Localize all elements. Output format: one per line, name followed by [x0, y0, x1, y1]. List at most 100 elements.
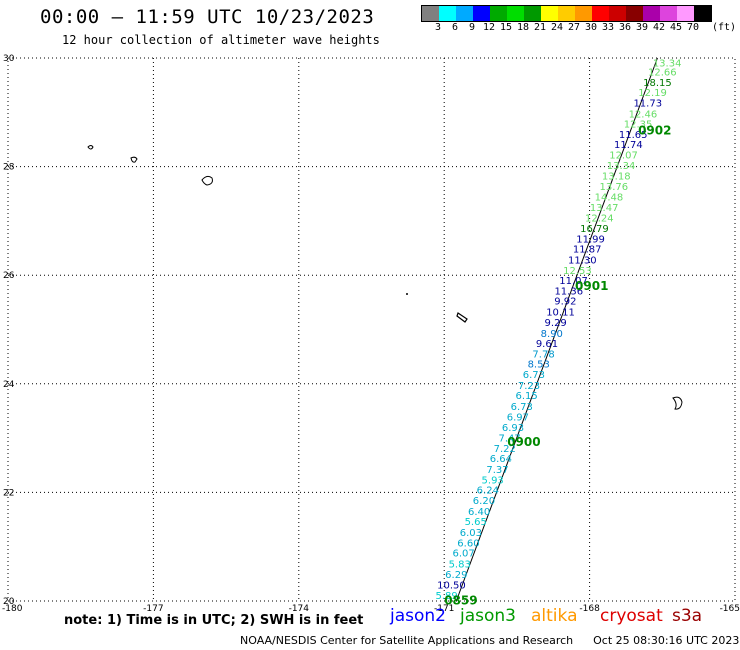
legend-label: 24: [550, 22, 564, 33]
satellite-name: cryosat: [600, 606, 663, 626]
legend-swatch: [643, 6, 660, 21]
wave-height-value: 7.78: [532, 349, 554, 360]
wave-height-value: 6.93: [502, 423, 524, 434]
wave-height-value: 11.07: [559, 276, 588, 287]
wave-height-value: 5.65: [465, 517, 487, 528]
page-subtitle: 12 hour collection of altimeter wave hei…: [62, 33, 380, 47]
legend-label: 6: [451, 22, 459, 33]
satellite-name: jason3: [460, 606, 516, 626]
wave-height-value: 13.47: [590, 203, 619, 214]
wave-height-value: 9.92: [554, 297, 576, 308]
wave-height-value: 11.74: [614, 140, 643, 151]
wave-height-value: 12.66: [648, 68, 677, 79]
wave-height-value: 14.48: [595, 192, 624, 203]
legend-label: 30: [584, 22, 598, 33]
legend-swatch: [456, 6, 473, 21]
wave-height-value: 6.03: [460, 528, 482, 539]
y-tick-label: 20: [3, 597, 15, 607]
wave-height-value: 11.36: [554, 286, 583, 297]
x-tick-label: -171: [434, 604, 454, 614]
wave-height-value: 13.34: [607, 161, 636, 172]
wave-height-value: 8.90: [541, 329, 563, 340]
legend-label: 21: [533, 22, 547, 33]
wave-height-value: 6.15: [515, 391, 537, 402]
wave-height-value: 6.73: [523, 370, 545, 381]
x-tick-label: -180: [2, 604, 23, 614]
wave-height-value: 8.53: [528, 360, 550, 371]
legend-label: 70: [686, 22, 700, 33]
wave-height-value: 10.50: [437, 581, 466, 592]
island-outline: [201, 175, 213, 186]
wave-height-value: 18.15: [643, 78, 672, 89]
wave-height-value: 12.24: [585, 214, 614, 225]
wave-height-value: 10.11: [546, 308, 575, 319]
note-text: note: 1) Time is in UTC; 2) SWH is in fe…: [64, 613, 364, 628]
time-label: 0902: [638, 124, 671, 138]
island-dot: [406, 293, 408, 295]
legend-unit: (ft): [711, 22, 737, 33]
time-label: 0900: [507, 435, 540, 449]
island-outline: [87, 145, 94, 150]
wave-height-value: 6.24: [477, 486, 499, 497]
legend-swatch: [592, 6, 609, 21]
legend-swatch: [626, 6, 643, 21]
legend-label: 36: [618, 22, 632, 33]
wave-height-value: 11.65: [619, 130, 648, 141]
wave-height-value: 6.29: [445, 570, 467, 581]
legend-swatch: [490, 6, 507, 21]
legend-label: 15: [499, 22, 513, 33]
wave-height-value: 16.79: [580, 224, 609, 235]
wave-height-value: 12.53: [563, 266, 592, 277]
wave-height-value: 11.87: [573, 245, 602, 256]
wave-height-value: 6.97: [507, 412, 529, 423]
legend-label: 33: [601, 22, 615, 33]
wave-height-value: 6.07: [452, 549, 474, 560]
wave-height-value: 7.37: [486, 465, 508, 476]
wave-height-value: 13.18: [602, 171, 631, 182]
legend-label: 9: [468, 22, 476, 33]
wave-height-value: 9.61: [536, 339, 558, 350]
wave-height-value: 12.07: [609, 151, 638, 162]
legend-swatch: [609, 6, 626, 21]
legend-label: 39: [635, 22, 649, 33]
legend-swatch: [677, 6, 694, 21]
time-label: 0859: [444, 593, 477, 607]
island-outline: [456, 312, 468, 323]
color-legend: [421, 5, 712, 22]
legend-swatch: [439, 6, 456, 21]
wave-height-value: 11.99: [576, 234, 605, 245]
legend-label: 18: [516, 22, 530, 33]
legend-swatch: [507, 6, 524, 21]
y-tick-label: 26: [3, 271, 15, 281]
wave-height-value: 6.73: [511, 402, 533, 413]
legend-label: 45: [669, 22, 683, 33]
island-outline: [672, 396, 683, 410]
legend-swatch: [694, 6, 711, 21]
x-tick-label: -177: [143, 604, 163, 614]
y-tick-label: 28: [3, 163, 15, 173]
wave-height-value: 13.76: [600, 182, 629, 193]
wave-height-value: 6.20: [473, 496, 495, 507]
y-tick-label: 22: [3, 488, 14, 498]
satellite-name: s3a: [672, 606, 703, 626]
legend-swatch: [473, 6, 490, 21]
satellite-name: altika: [531, 606, 578, 626]
legend-label: 42: [652, 22, 666, 33]
legend-swatch: [660, 6, 677, 21]
footer: NOAA/NESDIS Center for Satellite Applica…: [240, 634, 739, 647]
legend-swatch: [422, 6, 439, 21]
wave-height-value: 7.23: [518, 381, 540, 392]
legend-swatch: [524, 6, 541, 21]
wave-height-value: 5.93: [482, 475, 504, 486]
y-tick-label: 30: [3, 54, 15, 64]
wave-height-value: 11.73: [633, 99, 662, 110]
legend-label: 27: [567, 22, 581, 33]
legend-label: 12: [482, 22, 496, 33]
wave-height-value: 13.34: [653, 58, 682, 69]
y-tick-label: 24: [3, 380, 15, 390]
footer-credit: NOAA/NESDIS Center for Satellite Applica…: [240, 634, 574, 647]
map-frame: [7, 57, 736, 602]
wave-height-value: 12.19: [638, 88, 667, 99]
satellite-track: [455, 57, 658, 602]
